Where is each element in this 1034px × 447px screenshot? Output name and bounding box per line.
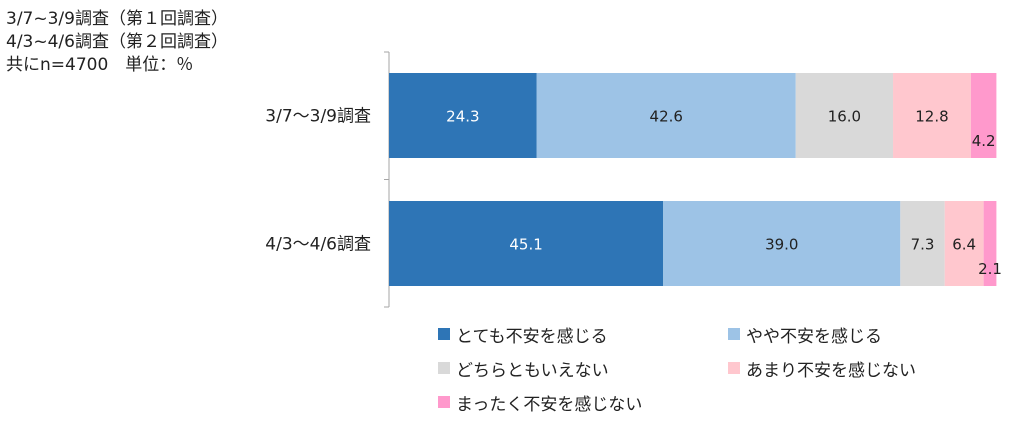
bar-segment (536, 73, 796, 158)
legend-label: まったく不安を感じない (456, 394, 643, 415)
legend-label: どちらともいえない (456, 360, 609, 381)
legend-item: やや不安を感じる (728, 322, 882, 347)
bar-segment (795, 73, 894, 158)
data-label: 4.2 (972, 132, 996, 150)
data-label: 16.0 (828, 108, 861, 126)
legend-swatch (728, 328, 740, 340)
data-label: 2.1 (978, 260, 1002, 278)
data-label: 45.1 (509, 236, 542, 254)
header-line-2: 4/3~4/6調査（第２回調査） (6, 32, 228, 52)
header-line-1: 3/7~3/9調査（第１回調査） (6, 9, 228, 29)
legend-item: どちらともいえない (438, 356, 609, 381)
legend-swatch (438, 362, 450, 374)
data-label: 24.3 (446, 108, 479, 126)
legend-label: とても不安を感じる (456, 326, 608, 347)
legend-swatch (438, 328, 450, 340)
legend-item: まったく不安を感じない (438, 390, 643, 415)
bar-segment (970, 73, 997, 158)
legend-label: やや不安を感じる (746, 326, 882, 347)
bar-segment (983, 201, 997, 286)
header-line-3: 共にn=4700 単位：％ (6, 55, 194, 75)
bar-segment (900, 201, 945, 286)
chart-header: 3/7~3/9調査（第１回調査） 4/3~4/6調査（第２回調査） 共にn=47… (6, 8, 228, 77)
bar-segment (389, 73, 537, 158)
data-label: 42.6 (650, 108, 683, 126)
bar-segment (893, 73, 971, 158)
data-label: 6.4 (952, 236, 976, 254)
legend-item: あまり不安を感じない (728, 356, 916, 381)
legend-swatch (438, 396, 450, 408)
bar-segment (663, 201, 901, 286)
legend-label: あまり不安を感じない (746, 360, 916, 381)
data-label: 39.0 (765, 236, 798, 254)
bar-segment (944, 201, 984, 286)
category-label: 3/7～3/9調査 (265, 107, 371, 127)
data-label: 7.3 (911, 236, 935, 254)
bar-segment (389, 201, 664, 286)
category-label: 4/3～4/6調査 (265, 235, 371, 255)
data-label: 12.8 (915, 108, 948, 126)
legend-item: とても不安を感じる (438, 322, 608, 347)
legend-swatch (728, 362, 740, 374)
